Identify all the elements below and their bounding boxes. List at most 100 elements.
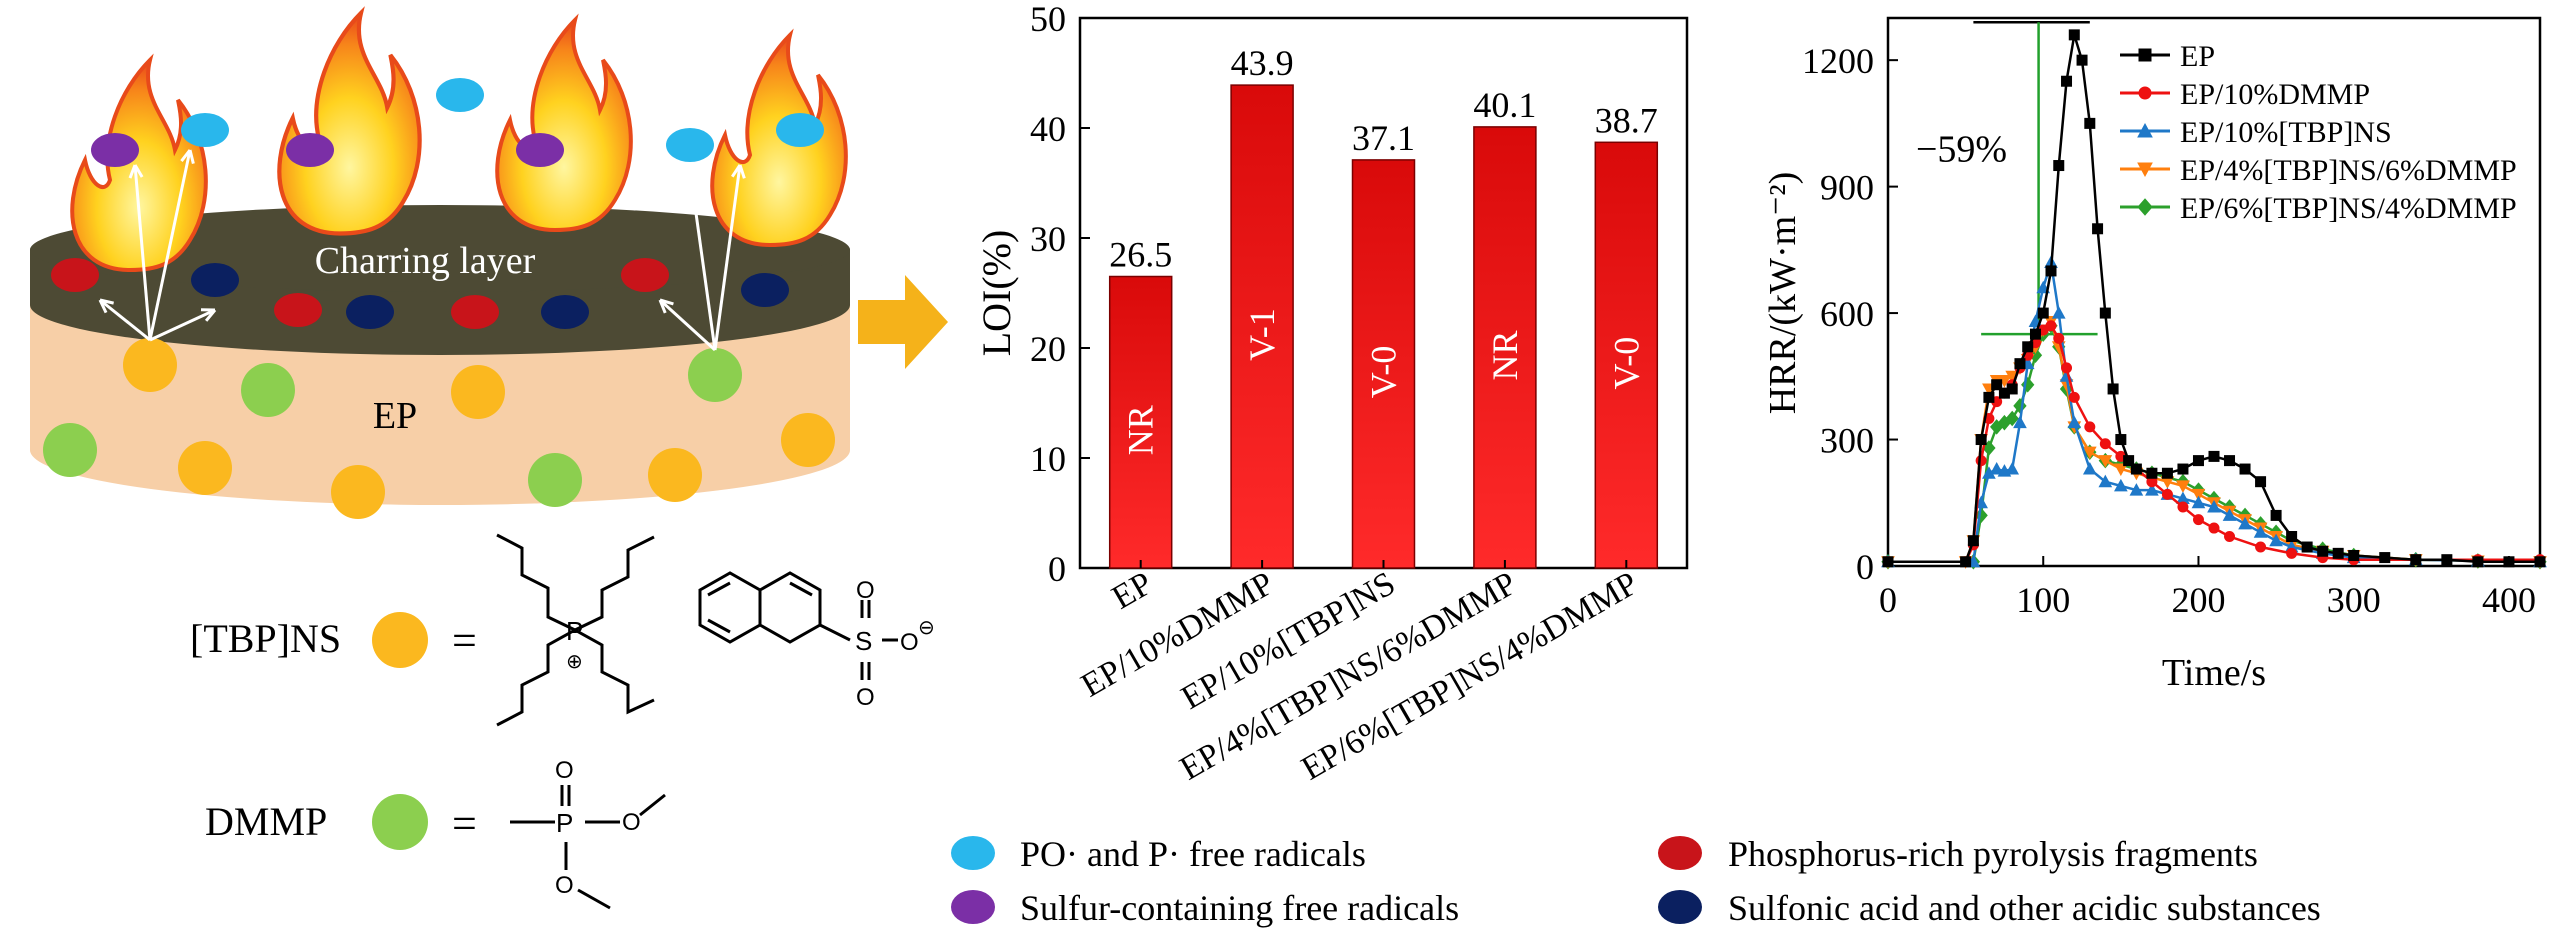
purple-dot-icon — [951, 890, 995, 924]
hrr-series — [1881, 29, 2547, 570]
data-point-marker — [2410, 554, 2422, 566]
hrr-legend-item: EP/4%[TBP]NS/6%DMMP — [2120, 154, 2517, 187]
data-point-marker — [2005, 410, 2019, 427]
release-arrow-icon — [149, 308, 216, 342]
bar-y-ticks: 0 10 20 30 40 50 — [1030, 0, 1090, 589]
hrr-series-0 — [1882, 29, 2546, 568]
blue-particle-icon — [776, 113, 824, 147]
data-point-marker — [2239, 463, 2251, 475]
data-point-marker — [2022, 341, 2034, 353]
hrr-legend-label: EP/6%[TBP]NS/4%DMMP — [2180, 192, 2517, 225]
dmmp-structure — [510, 785, 666, 910]
data-point-marker — [2286, 547, 2298, 559]
loi-bar — [1230, 84, 1294, 569]
legend-item-sulfur-radicals: Sulfur-containing free radicals — [951, 888, 1459, 928]
reduction-annotation-label: −59% — [1916, 128, 2007, 170]
data-point-marker — [2317, 545, 2329, 557]
bar-y-tick-label: 40 — [1030, 109, 1066, 149]
data-point-marker — [2084, 421, 2096, 433]
hrr-legend-item: EP/10%DMMP — [2120, 78, 2370, 111]
data-point-marker — [2084, 117, 2096, 129]
data-point-marker — [2123, 455, 2135, 467]
release-arrow-icon — [713, 164, 742, 351]
ul94-rating-label: NR — [1121, 405, 1161, 455]
purple-particle-icon — [286, 133, 334, 167]
hrr-line-chart: HRR/(kW·m⁻²) Time/s 0 100 200 300 400 0 300 600… — [1762, 16, 2547, 694]
tbpns-particle-icon — [648, 448, 702, 502]
data-point-marker — [2191, 495, 2206, 509]
line-y-tick-label: 900 — [1820, 168, 1874, 208]
data-point-marker — [2286, 530, 2298, 542]
release-arrow-icon — [133, 164, 152, 341]
hrr-legend-item: EP/6%[TBP]NS/4%DMMP — [2120, 192, 2517, 225]
arrow-head-icon — [731, 164, 746, 179]
legend-label: PO· and P· free radicals — [1020, 834, 1366, 874]
data-point-marker — [2191, 488, 2206, 502]
data-point-marker — [2472, 556, 2484, 568]
data-point-marker — [2129, 483, 2144, 496]
tbp-cation-structure — [496, 533, 655, 727]
positive-charge-icon: ⊕ — [566, 651, 583, 673]
data-point-marker — [2099, 307, 2111, 319]
data-point-marker — [2145, 483, 2159, 496]
line-y-tick-label: 300 — [1820, 421, 1874, 461]
flame-icon — [495, 13, 633, 233]
tbpns-label: [TBP]NS — [190, 616, 341, 661]
oxygen-atom-anion: O — [900, 629, 919, 656]
data-point-marker — [2138, 48, 2152, 62]
bar-y-tick-label: 20 — [1030, 329, 1066, 369]
hrr-legend-label: EP/4%[TBP]NS/6%DMMP — [2180, 154, 2517, 187]
tbpns-particle-icon — [331, 465, 385, 519]
data-point-marker — [2269, 533, 2283, 547]
legend-item-phosphorus-fragments: Phosphorus-rich pyrolysis fragments — [1658, 834, 2258, 874]
purple-particle-icon — [91, 133, 139, 167]
line-y-tick-label: 600 — [1820, 294, 1874, 334]
dmmp-oxygen-bottom: O — [555, 872, 574, 899]
legend-item-acidic-substances: Sulfonic acid and other acidic substance… — [1658, 888, 2321, 928]
data-point-marker — [2114, 478, 2128, 492]
legend-label: Phosphorus-rich pyrolysis fragments — [1728, 834, 2258, 874]
navy-particle-icon — [346, 295, 394, 329]
data-point-marker — [2238, 516, 2252, 530]
data-point-marker — [2270, 509, 2282, 521]
ul94-rating-label: V-0 — [1606, 337, 1646, 390]
red-particle-icon — [274, 293, 322, 327]
dmmp-oxygen-double: O — [555, 757, 574, 784]
tbpns-particle-icon — [781, 413, 835, 467]
data-point-marker — [1882, 556, 1894, 568]
naphthalene-sulfonate-structure — [698, 571, 898, 680]
data-point-marker — [2138, 86, 2152, 100]
tbpns-particle-icon — [178, 441, 232, 495]
loi-bars: 26.5NREP43.9V-1EP/10%DMMP37.1V-0EP/10%[T… — [1075, 43, 1659, 788]
arrow-head-icon — [658, 298, 674, 314]
data-point-marker — [2067, 415, 2082, 429]
data-point-marker — [2021, 376, 2035, 393]
bar-y-tick-label: 50 — [1030, 0, 1066, 39]
line-y-tick-label: 0 — [1856, 547, 1874, 587]
ul94-rating-label: NR — [1485, 330, 1525, 380]
data-point-marker — [2222, 508, 2237, 521]
arrow-head-icon — [684, 169, 700, 184]
data-point-marker — [2534, 556, 2546, 568]
data-point-marker — [2051, 306, 2066, 319]
loi-bar-value-label: 38.7 — [1595, 100, 1658, 140]
data-point-marker — [2208, 450, 2220, 462]
ep-matrix-body — [30, 305, 850, 505]
data-point-marker — [2099, 438, 2111, 450]
data-point-marker — [2045, 265, 2057, 277]
data-point-marker — [2332, 547, 2344, 559]
release-arrow-icon — [688, 169, 717, 351]
data-point-marker — [2301, 541, 2313, 553]
data-point-marker — [2061, 75, 2073, 87]
dmmp-particle-icon — [688, 348, 742, 402]
release-arrow-icon — [658, 298, 717, 352]
data-point-marker — [2013, 415, 2027, 429]
line-x-tick-label: 400 — [2482, 580, 2536, 620]
data-point-marker — [2098, 474, 2113, 488]
data-point-marker — [2146, 467, 2158, 479]
data-point-marker — [1989, 462, 2004, 475]
data-point-marker — [2192, 455, 2204, 467]
data-point-marker — [2068, 391, 2080, 403]
